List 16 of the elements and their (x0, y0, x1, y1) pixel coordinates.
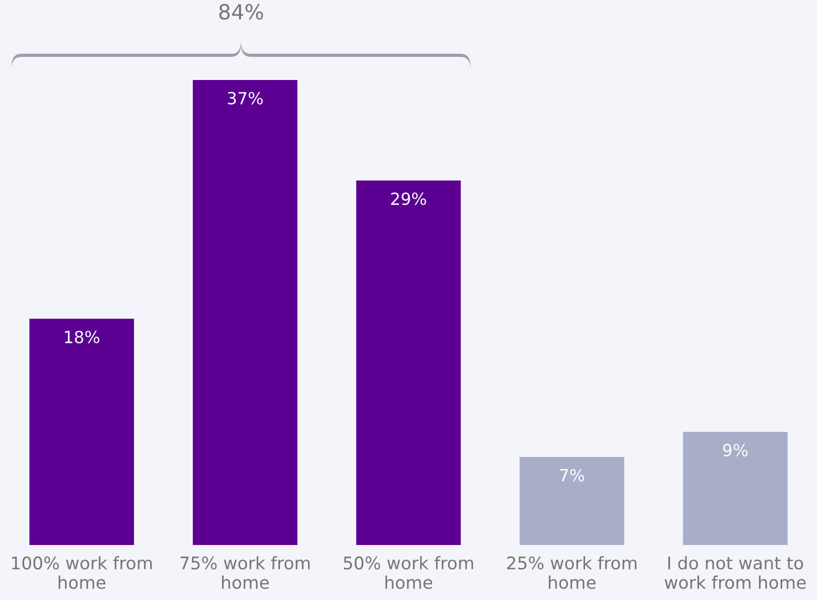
x-tick-label: 75% work from home (180, 556, 310, 589)
x-tick-label: 50% work from home (344, 556, 474, 589)
data-label: 18% (65, 330, 100, 344)
bar (192, 80, 298, 545)
text: 84% (219, 4, 264, 20)
bar (29, 318, 134, 545)
bar (520, 457, 624, 545)
bar (683, 432, 788, 545)
x-tick-label: 25% work from home (507, 556, 636, 589)
data-label: 37% (228, 92, 263, 105)
data-label: 29% (391, 192, 426, 206)
data-label: 7% (560, 468, 584, 482)
data-label: 9% (723, 444, 748, 456)
bar (356, 180, 461, 545)
x-tick-label: 100% work from home (12, 556, 152, 589)
x-tick-label: I do not want to work from home (664, 556, 806, 589)
